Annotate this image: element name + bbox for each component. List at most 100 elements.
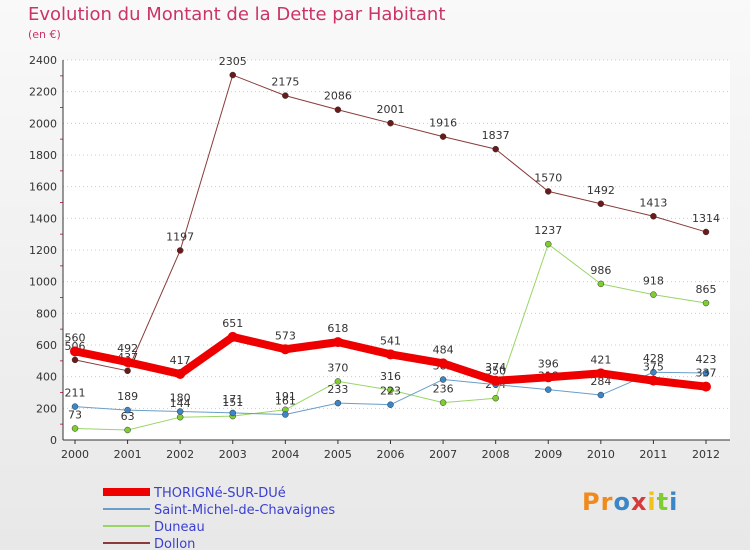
logo-letter: r — [600, 488, 614, 516]
data-label-duneau: 151 — [222, 396, 243, 409]
logo-letter: i — [669, 488, 679, 516]
chart-title: Evolution du Montant de la Dette par Hab… — [28, 4, 446, 25]
data-point-saint-michel-de-chavaignes — [545, 386, 552, 393]
data-point-dollon — [492, 145, 499, 153]
legend-label-thorign-sur-du-: THORIGNé-SUR-DUé — [153, 486, 286, 501]
data-point-saint-michel-de-chavaignes — [176, 408, 184, 415]
x-tick-label: 2011 — [639, 448, 667, 461]
data-point-thorign-sur-du- — [438, 358, 449, 369]
data-point-saint-michel-de-chavaignes — [702, 369, 710, 377]
data-point-saint-michel-de-chavaignes — [597, 391, 605, 399]
x-tick-label: 2002 — [166, 448, 194, 461]
data-label-duneau: 144 — [170, 397, 191, 410]
y-tick-label: 2400 — [29, 54, 57, 67]
data-label-duneau: 63 — [121, 410, 135, 423]
logo-letter: P — [582, 488, 601, 516]
data-point-saint-michel-de-chavaignes — [282, 411, 289, 418]
x-tick-label: 2007 — [429, 448, 457, 461]
data-label-thorign-sur-du-: 573 — [275, 329, 296, 342]
data-point-thorign-sur-du- — [332, 337, 343, 348]
data-point-duneau — [387, 386, 394, 394]
data-label-dollon: 1570 — [534, 171, 562, 184]
data-label-dollon: 1314 — [692, 212, 720, 225]
data-point-dollon — [597, 200, 605, 208]
data-label-saint-michel-de-chavaignes: 233 — [327, 383, 348, 396]
y-tick-label: 1400 — [29, 212, 57, 225]
data-label-thorign-sur-du-: 421 — [590, 353, 611, 366]
data-point-dollon — [439, 133, 447, 140]
x-tick-label: 2000 — [61, 448, 89, 461]
data-label-thorign-sur-du-: 374 — [485, 361, 506, 374]
data-label-saint-michel-de-chavaignes: 180 — [170, 392, 191, 405]
data-point-thorign-sur-du- — [70, 346, 80, 357]
proxiti-logo: Proxiti — [582, 488, 678, 516]
data-label-dollon: 2086 — [324, 90, 352, 103]
data-point-duneau — [545, 240, 552, 248]
y-tick-label: 1000 — [29, 276, 57, 289]
data-point-duneau — [439, 399, 447, 406]
data-point-saint-michel-de-chavaignes — [334, 399, 342, 407]
data-label-saint-michel-de-chavaignes: 428 — [643, 352, 664, 365]
data-label-saint-michel-de-chavaignes: 223 — [380, 385, 401, 398]
data-label-thorign-sur-du-: 484 — [433, 343, 454, 356]
data-label-thorign-sur-du-: 492 — [117, 342, 138, 355]
data-point-duneau — [124, 426, 131, 434]
data-point-dollon — [545, 188, 552, 195]
data-point-saint-michel-de-chavaignes — [650, 368, 657, 376]
data-label-dollon: 1916 — [429, 117, 457, 130]
data-label-saint-michel-de-chavaignes: 211 — [65, 387, 86, 400]
data-label-dollon: 1413 — [639, 196, 667, 209]
data-label-saint-michel-de-chavaignes: 284 — [590, 375, 611, 388]
logo-letter: i — [647, 488, 657, 516]
logo-letter: o — [613, 488, 631, 516]
data-point-thorign-sur-du- — [175, 368, 186, 379]
chart-subtitle: (en €) — [28, 28, 61, 41]
legend-label-dollon: Dollon — [154, 537, 195, 550]
data-point-dollon — [650, 213, 657, 220]
x-tick-label: 2003 — [219, 448, 247, 461]
x-tick-label: 2009 — [534, 448, 562, 461]
data-label-saint-michel-de-chavaignes: 189 — [117, 390, 138, 403]
x-tick-label: 2001 — [114, 448, 142, 461]
data-point-duneau — [334, 378, 342, 385]
data-label-thorign-sur-du-: 396 — [538, 357, 559, 370]
x-tick-label: 2012 — [692, 448, 720, 461]
data-point-thorign-sur-du- — [595, 368, 606, 379]
x-tick-label: 2004 — [271, 448, 299, 461]
data-point-saint-michel-de-chavaignes — [71, 403, 79, 410]
y-tick-label: 600 — [36, 339, 57, 352]
data-label-dollon: 2175 — [271, 76, 299, 89]
data-point-thorign-sur-du- — [122, 357, 133, 368]
data-label-saint-michel-de-chavaignes: 423 — [696, 353, 717, 366]
data-label-thorign-sur-du-: 375 — [643, 361, 664, 374]
data-point-saint-michel-de-chavaignes — [124, 406, 131, 414]
x-tick-label: 2006 — [377, 448, 405, 461]
logo-letter: t — [656, 488, 670, 516]
data-label-dollon: 1492 — [587, 184, 615, 197]
logo-letter: x — [630, 488, 648, 516]
data-label-duneau: 73 — [68, 408, 82, 421]
data-label-thorign-sur-du-: 417 — [170, 354, 191, 367]
data-label-saint-michel-de-chavaignes: 350 — [485, 365, 506, 378]
data-point-dollon — [229, 71, 236, 79]
data-label-duneau: 986 — [590, 264, 611, 277]
data-label-thorign-sur-du-: 541 — [380, 334, 401, 347]
data-point-thorign-sur-du- — [227, 331, 238, 342]
data-point-saint-michel-de-chavaignes — [387, 401, 394, 408]
data-point-thorign-sur-du- — [543, 372, 554, 383]
x-tick-label: 2005 — [324, 448, 352, 461]
y-tick-label: 800 — [36, 307, 57, 320]
data-point-duneau — [492, 394, 499, 402]
data-label-duneau: 191 — [275, 390, 296, 403]
data-label-thorign-sur-du-: 337 — [696, 367, 717, 380]
data-point-saint-michel-de-chavaignes — [439, 376, 447, 383]
data-point-duneau — [597, 280, 605, 288]
y-tick-label: 2200 — [29, 86, 57, 99]
x-tick-label: 2008 — [482, 448, 510, 461]
data-point-dollon — [334, 106, 342, 113]
data-point-duneau — [71, 425, 79, 432]
data-point-dollon — [124, 367, 131, 375]
data-label-duneau: 236 — [433, 383, 454, 396]
